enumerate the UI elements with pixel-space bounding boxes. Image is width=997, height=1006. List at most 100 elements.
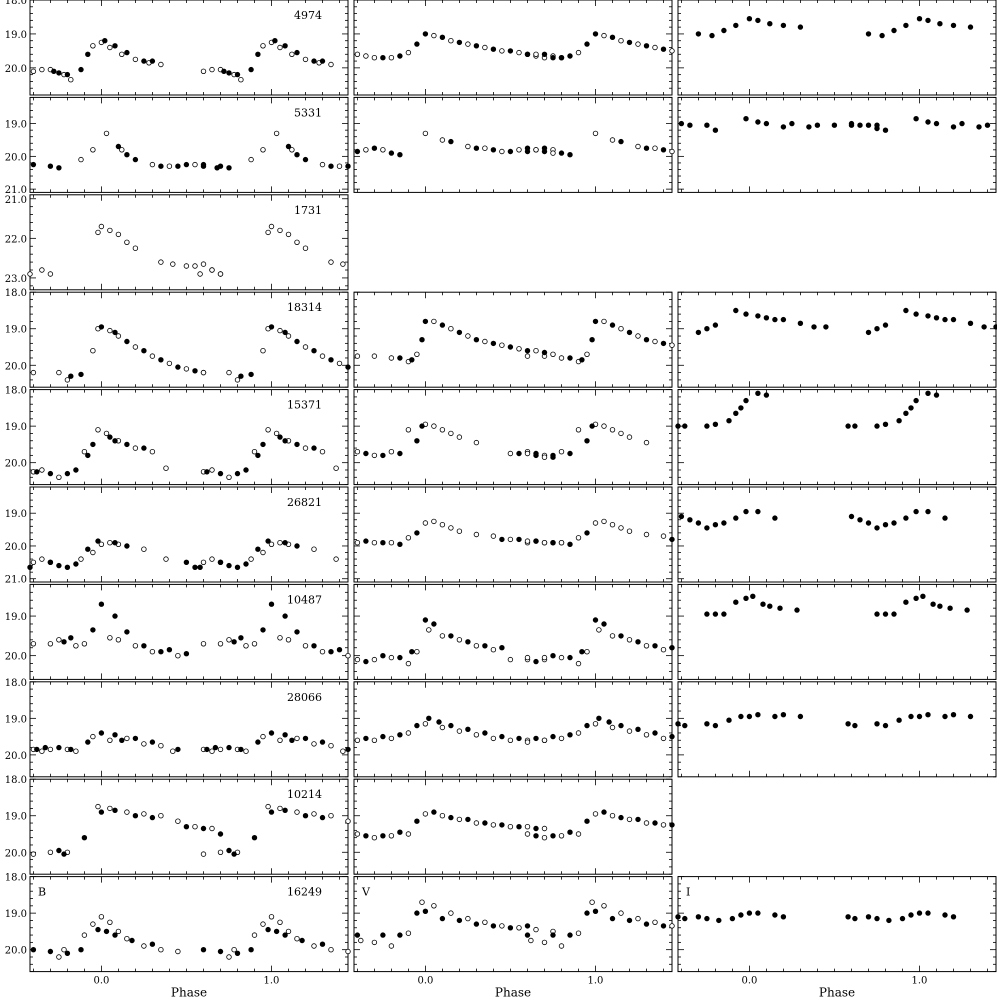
data-point-filled (760, 601, 766, 607)
data-point-filled (149, 58, 156, 64)
data-point-filled (456, 329, 463, 336)
star-id-label: 10214 (287, 788, 322, 801)
data-point-open (541, 654, 548, 661)
data-point-filled (831, 122, 838, 128)
data-point-filled (533, 538, 539, 544)
data-point-filled (255, 739, 261, 745)
band-label-I: I (686, 886, 690, 899)
panel-frame (353, 0, 673, 96)
data-point-filled (149, 739, 156, 745)
y-tick-label: 18.0 (5, 386, 27, 397)
data-point-open (575, 49, 582, 56)
data-point-open (473, 732, 480, 738)
star-id-label: 4974 (294, 9, 322, 22)
data-point-open (524, 654, 531, 661)
data-point-open (328, 61, 334, 68)
data-point-filled (675, 721, 681, 727)
data-point-filled (231, 851, 237, 857)
data-point-open (601, 903, 607, 909)
data-point-filled (763, 120, 770, 127)
data-point-filled (712, 421, 719, 427)
panel-frame (353, 96, 673, 193)
data-point-open (473, 820, 480, 826)
data-point-open (183, 263, 190, 269)
data-point-filled (354, 148, 361, 155)
data-point-filled (643, 337, 650, 343)
data-point-open (422, 811, 429, 817)
data-point-filled (98, 730, 105, 736)
data-point-open (405, 730, 412, 736)
data-point-filled (533, 658, 539, 665)
data-point-filled (255, 452, 261, 459)
data-point-open (119, 51, 125, 57)
data-point-open (158, 813, 164, 819)
star-id-label: 1731 (294, 204, 322, 217)
data-point-filled (64, 71, 71, 78)
data-point-open (200, 261, 207, 267)
data-point-open (558, 449, 565, 455)
x-axis-label: Phase (171, 986, 207, 1000)
data-point-open (371, 540, 378, 546)
data-point-filled (609, 34, 616, 40)
data-point-filled (388, 150, 395, 156)
data-point-filled (903, 410, 909, 416)
data-point-open (405, 427, 412, 433)
data-point-filled (336, 647, 343, 653)
data-point-filled (204, 746, 210, 753)
data-point-filled (183, 651, 190, 657)
data-point-open (431, 903, 437, 909)
panel-frame (677, 389, 997, 486)
data-point-filled (865, 122, 872, 128)
data-point-open (541, 939, 548, 946)
data-point-filled (265, 538, 271, 544)
data-point-filled (499, 733, 505, 740)
data-point-filled (797, 713, 804, 720)
y-tick-label: 21.0 (5, 575, 27, 586)
data-point-filled (704, 915, 710, 922)
data-point-filled (567, 654, 573, 661)
data-point-filled (141, 643, 147, 649)
data-point-filled (550, 454, 556, 460)
data-point-open (354, 51, 361, 57)
data-point-filled (925, 17, 931, 24)
data-point-open (277, 540, 283, 546)
data-point-filled (56, 70, 62, 76)
data-point-filled (409, 357, 415, 363)
data-point-filled (363, 833, 369, 839)
data-point-filled (78, 66, 84, 73)
data-point-open (456, 637, 463, 643)
data-point-filled (282, 807, 288, 813)
data-point-filled (328, 649, 334, 655)
data-point-filled (767, 21, 773, 27)
data-point-filled (733, 515, 739, 521)
data-point-open (439, 137, 446, 143)
data-point-open (260, 348, 266, 354)
data-point-open (328, 947, 334, 953)
data-point-filled (397, 732, 403, 738)
data-point-filled (913, 595, 919, 601)
data-point-open (166, 163, 173, 169)
data-point-open (175, 653, 181, 659)
data-point-open (56, 474, 62, 480)
data-point-filled (499, 822, 505, 828)
data-point-open (499, 48, 505, 54)
data-point-filled (226, 165, 232, 171)
panel-frame (353, 583, 673, 680)
data-point-filled (550, 540, 556, 546)
data-point-open (643, 439, 650, 446)
data-point-filled (908, 405, 914, 411)
data-point-filled (448, 633, 454, 639)
data-point-filled (285, 143, 292, 150)
data-point-filled (507, 48, 514, 54)
data-point-open (507, 656, 514, 663)
data-point-filled (465, 726, 471, 732)
data-point-filled (231, 639, 237, 645)
data-point-filled (299, 937, 305, 944)
data-point-open (175, 948, 181, 955)
y-tick-label: 20.0 (5, 946, 27, 957)
data-point-open (149, 449, 156, 455)
data-point-open (533, 147, 539, 153)
data-point-filled (908, 912, 914, 918)
data-point-open (575, 930, 582, 936)
data-point-open (124, 239, 130, 245)
